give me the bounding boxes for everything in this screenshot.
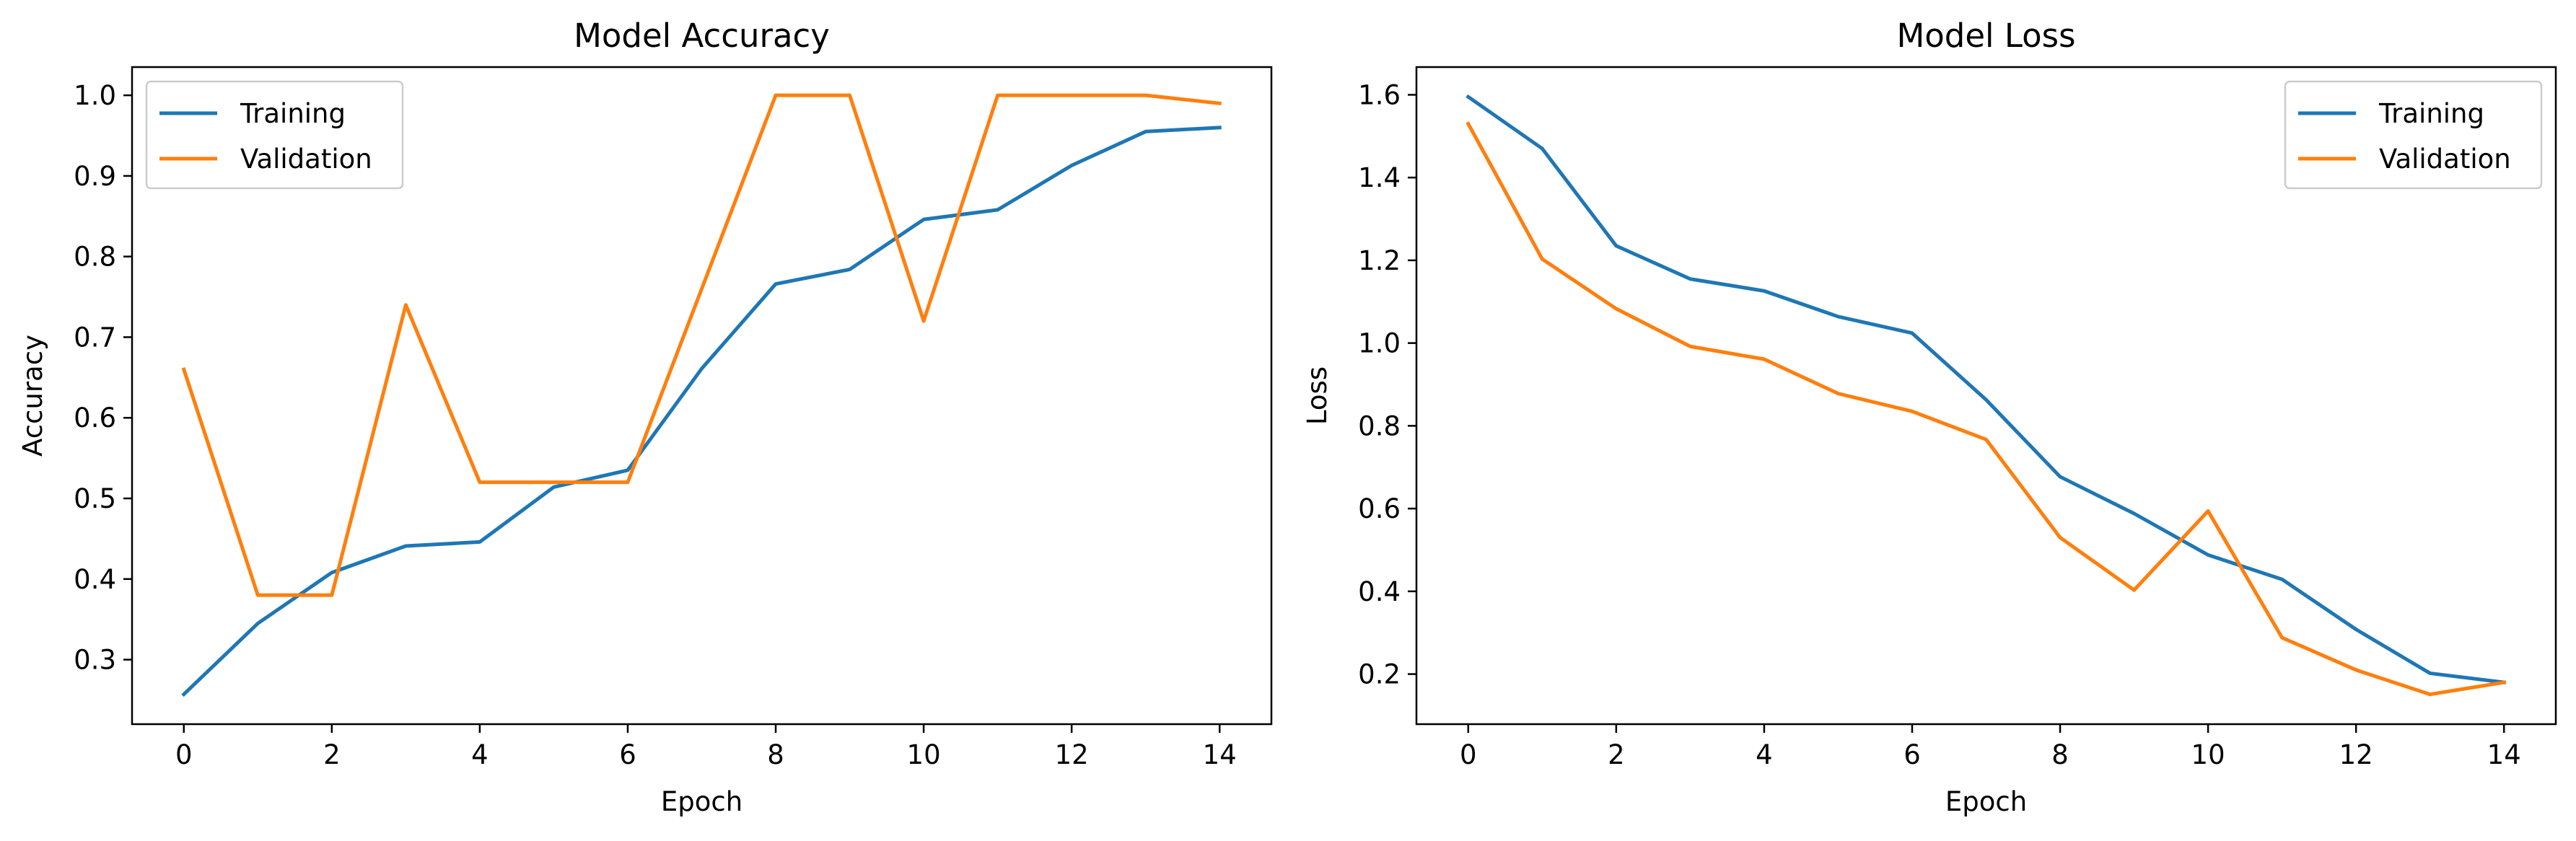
y-tick-label: 0.3 (74, 645, 116, 676)
x-axis-label: Epoch (661, 786, 742, 817)
series-line-training (181, 126, 1222, 697)
series-line-validation (1466, 121, 2507, 697)
x-tick-label: 12 (1055, 739, 1089, 770)
x-tick-label: 14 (2487, 739, 2521, 770)
y-tick-label: 0.9 (74, 161, 116, 192)
y-tick-label: 0.6 (74, 402, 116, 433)
y-tick-label: 0.6 (1358, 493, 1401, 524)
legend-label-validation: Validation (2379, 144, 2511, 175)
y-axis-label: Loss (1302, 366, 1333, 425)
y-tick-label: 0.5 (74, 483, 116, 514)
x-tick-label: 2 (1608, 739, 1625, 770)
legend: Training Validation (2284, 80, 2543, 190)
x-tick-label: 0 (1460, 739, 1477, 770)
legend-label-validation: Validation (240, 144, 372, 175)
x-tick-label: 10 (907, 739, 941, 770)
legend-label-training: Training (240, 98, 346, 129)
y-tick-label: 1.0 (74, 80, 116, 111)
legend-box (2284, 80, 2543, 190)
plot-frame (1415, 66, 2557, 726)
y-tick-label: 0.4 (1358, 576, 1401, 607)
y-tick-label: 0.8 (74, 242, 116, 273)
chart-panel-1: 0 2 4 6 8 10 12 14 0.3 0.4 0.5 0.6 0.7 0.8 0.9 1.0 Model… (17, 17, 1273, 817)
plot-frame (131, 66, 1273, 726)
y-tick-label: 1.4 (1358, 162, 1401, 193)
legend-box (145, 80, 404, 190)
x-tick-label: 6 (1903, 739, 1921, 770)
y-tick-label: 1.2 (1358, 245, 1401, 276)
x-tick-label: 4 (471, 739, 489, 770)
y-tick-label: 1.0 (1358, 328, 1401, 359)
chart-panel-2: 0 2 4 6 8 10 12 14 0.2 0.4 0.6 0.8 1.0 1.2 1.4 1.6 Model… (1302, 17, 2557, 817)
y-tick-label: 0.7 (74, 322, 116, 353)
y-axis-label: Accuracy (17, 335, 48, 457)
x-tick-label: 4 (1756, 739, 1773, 770)
x-tick-label: 2 (323, 739, 341, 770)
x-axis-label: Epoch (1945, 786, 2027, 817)
series-line-validation (181, 93, 1222, 597)
legend-label-training: Training (2378, 98, 2484, 129)
x-tick-label: 0 (175, 739, 193, 770)
x-tick-label: 14 (1203, 739, 1237, 770)
x-tick-label: 6 (619, 739, 636, 770)
y-tick-label: 0.2 (1358, 659, 1401, 690)
y-tick-label: 0.4 (74, 564, 116, 595)
x-tick-label: 8 (2051, 739, 2069, 770)
x-tick-label: 12 (2339, 739, 2373, 770)
x-tick-label: 8 (767, 739, 784, 770)
series-line-training (1466, 94, 2507, 684)
chart-title: Model Accuracy (574, 17, 830, 55)
chart-title: Model Loss (1896, 17, 2075, 55)
x-tick-label: 10 (2191, 739, 2225, 770)
y-tick-label: 1.6 (1358, 79, 1401, 110)
legend: Training Validation (145, 80, 404, 190)
y-tick-label: 0.8 (1358, 410, 1401, 441)
